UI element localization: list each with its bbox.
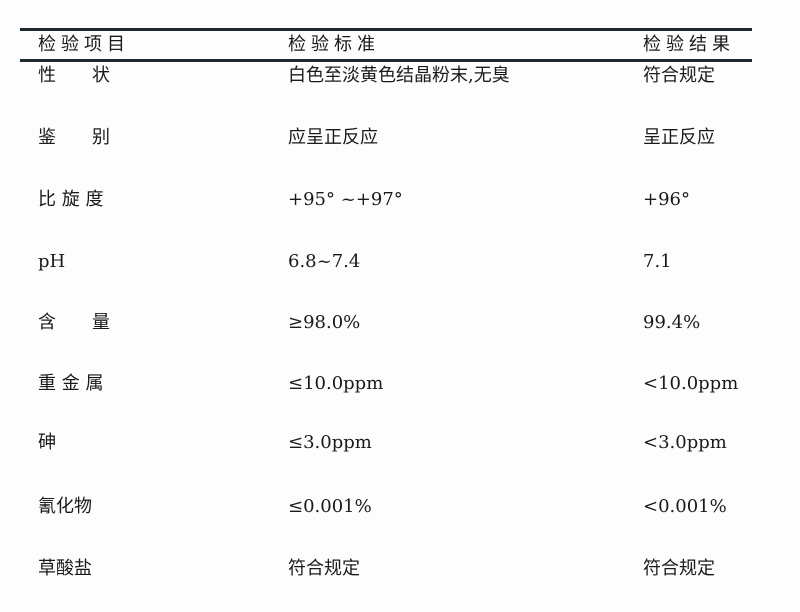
cell-result: <3.0ppm: [643, 432, 727, 453]
cell-standard: +95° ~+97°: [288, 189, 403, 210]
cell-standard: 应呈正反应: [288, 127, 378, 148]
cell-standard: ≤3.0ppm: [288, 432, 372, 453]
cell-item: 性 状: [38, 65, 110, 86]
column-header-item: 检验项目: [38, 34, 130, 55]
cell-result: 符合规定: [643, 65, 715, 86]
cell-result: 7.1: [643, 251, 672, 272]
table-top-rule: [20, 28, 752, 31]
cell-result: <10.0ppm: [643, 373, 739, 394]
cell-standard: ≥98.0%: [288, 312, 361, 333]
cell-item: 重 金 属: [38, 373, 104, 394]
cell-result: +96°: [643, 189, 690, 210]
cell-result: <0.001%: [643, 496, 727, 517]
cell-result: 99.4%: [643, 312, 701, 333]
cell-standard: ≤10.0ppm: [288, 373, 384, 394]
cell-result: 符合规定: [643, 558, 715, 579]
cell-item: 砷: [38, 432, 56, 453]
cell-standard: 白色至淡黄色结晶粉末,无臭: [288, 65, 510, 86]
cell-result: 呈正反应: [643, 127, 715, 148]
header-bottom-rule: [20, 59, 752, 62]
column-header-standard: 检验标准: [288, 34, 380, 55]
column-header-result: 检验结果: [643, 34, 735, 55]
cell-standard: 符合规定: [288, 558, 360, 579]
cell-item: 含 量: [38, 312, 110, 333]
cell-item: 比 旋 度: [38, 189, 104, 210]
cell-standard: 6.8~7.4: [288, 251, 361, 272]
cell-item: pH: [38, 251, 66, 272]
cell-item: 鉴 别: [38, 127, 110, 148]
cell-item: 氰化物: [38, 496, 92, 517]
cell-standard: ≤0.001%: [288, 496, 372, 517]
cell-item: 草酸盐: [38, 558, 92, 579]
